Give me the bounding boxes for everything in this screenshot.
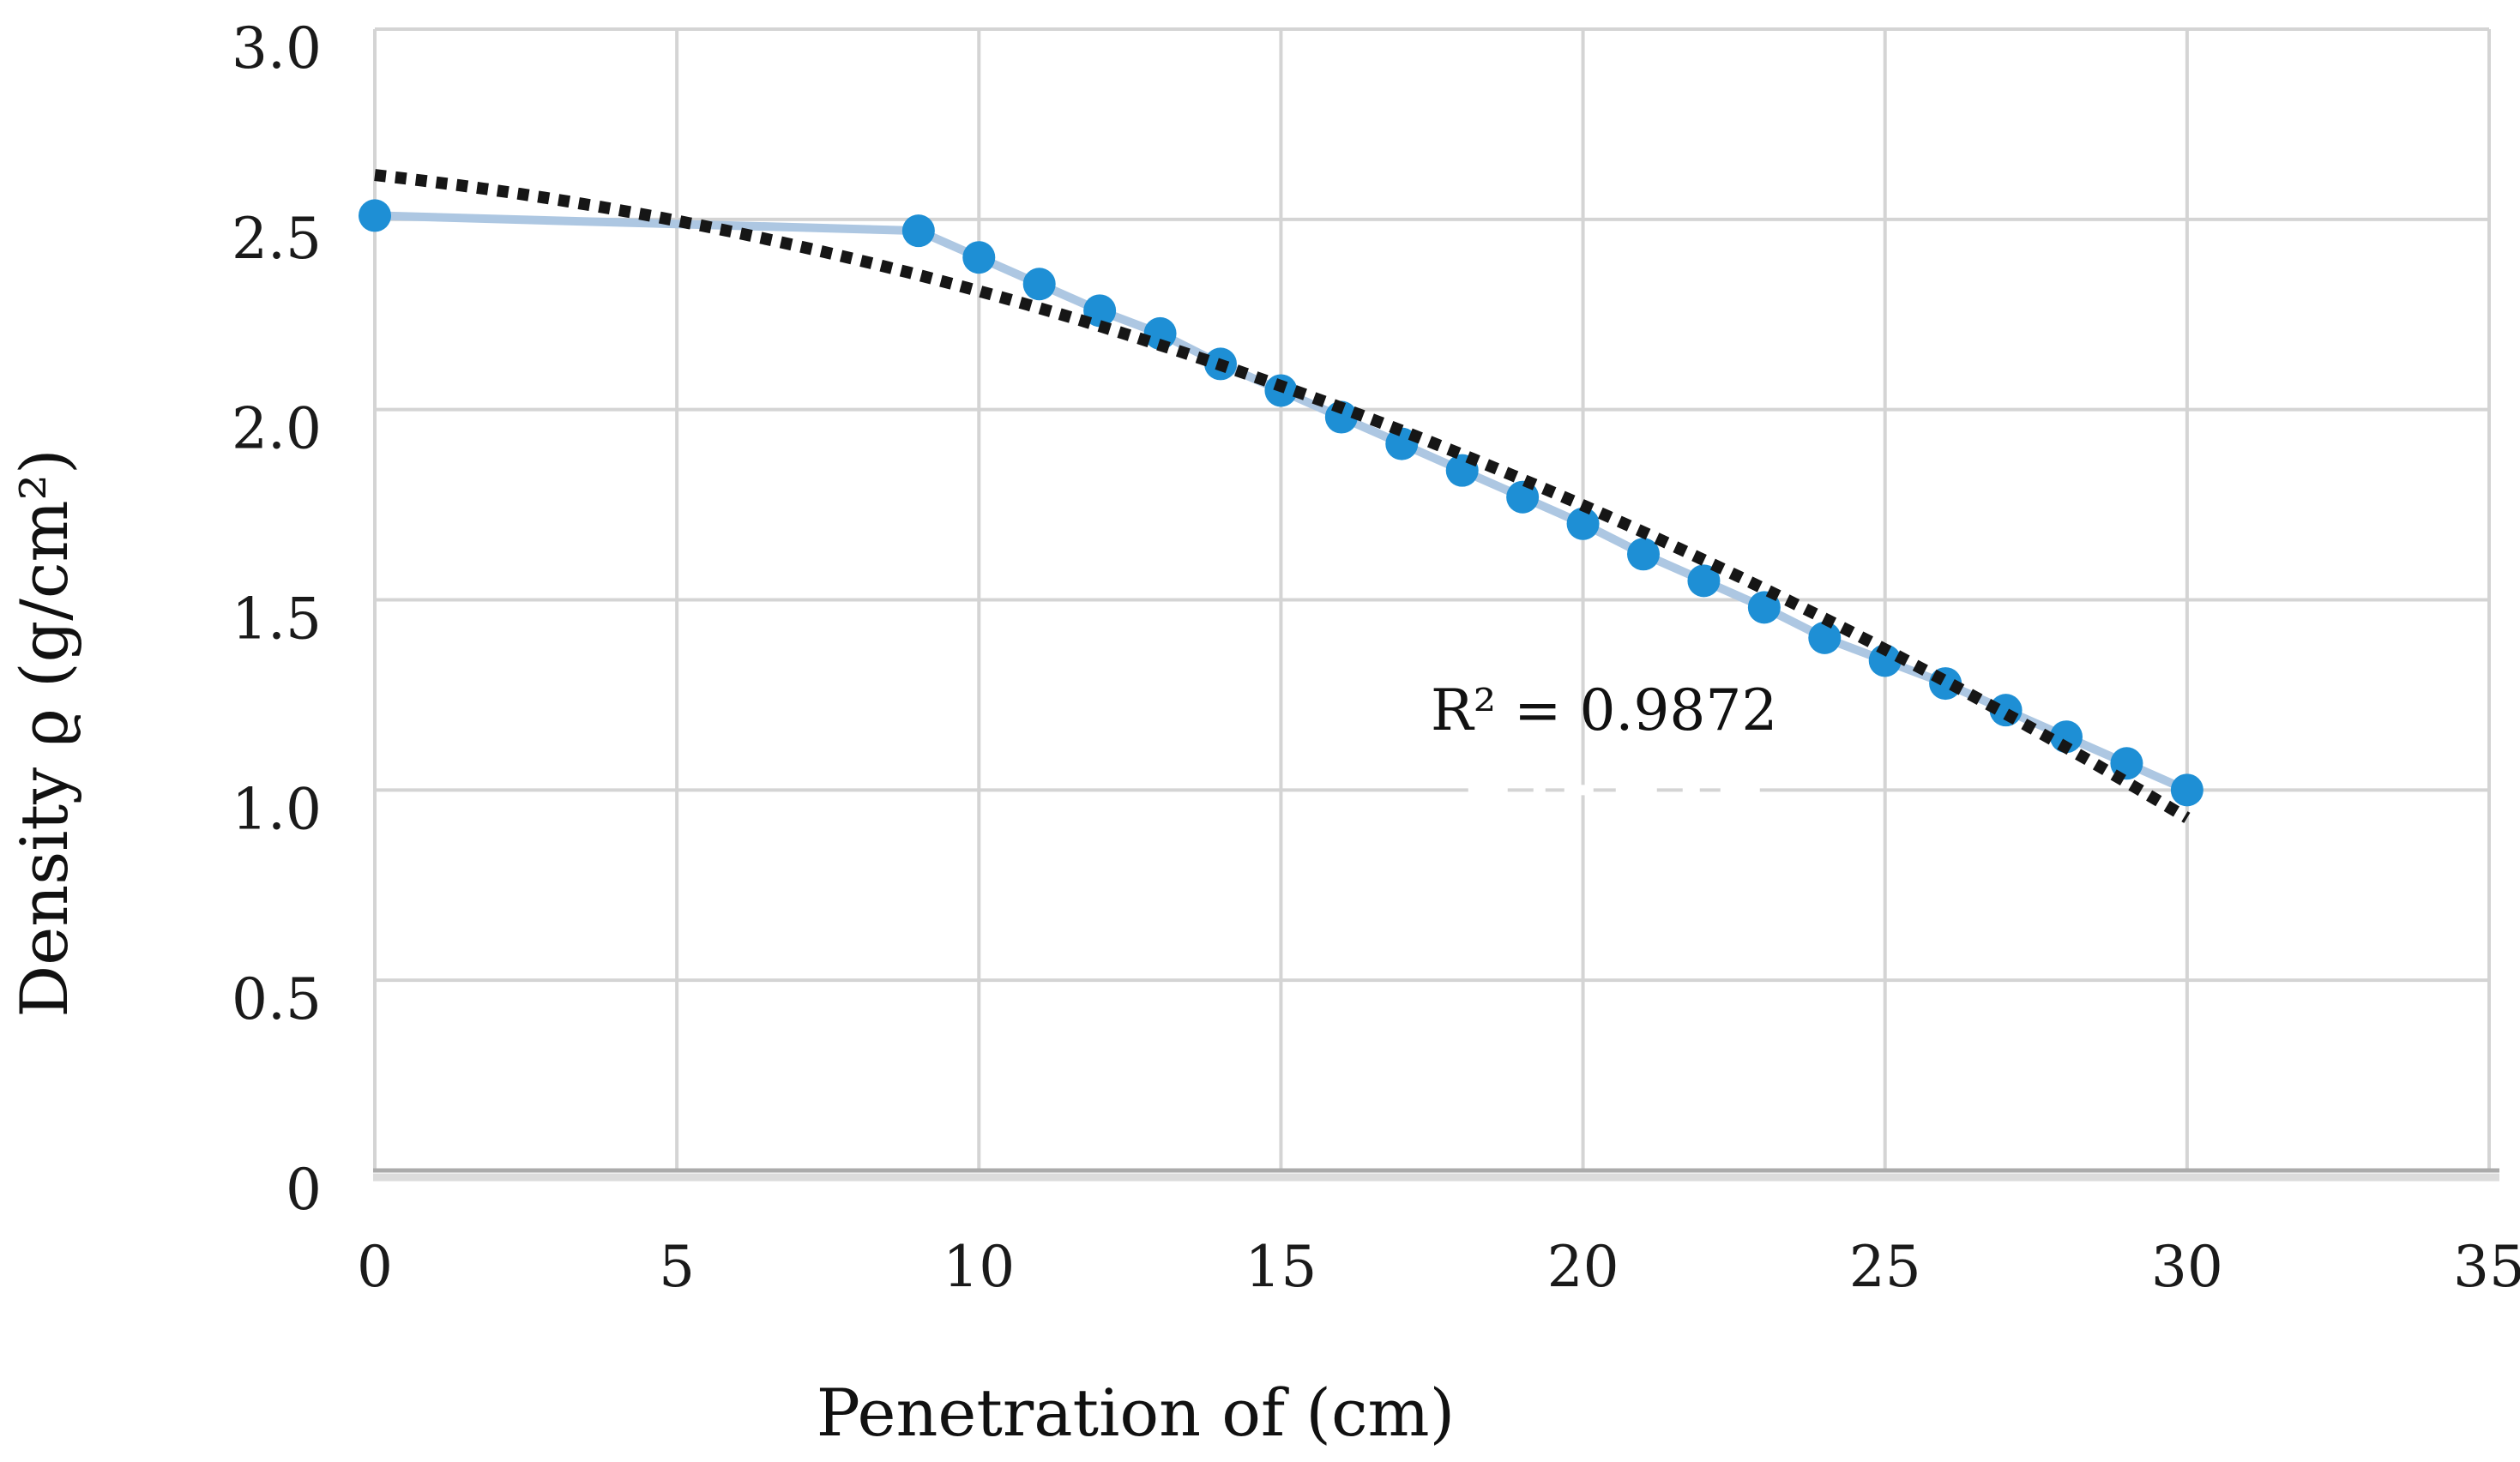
trendline-dotted [374, 169, 2191, 823]
data-point [1687, 564, 1721, 598]
x-axis-title: Penetration of (cm) [817, 1375, 1456, 1451]
x-tick-label: 20 [1547, 1234, 1619, 1300]
y-axis-title: Density ϱ (g/cm²) [6, 448, 82, 1017]
gridlines [373, 27, 2491, 1170]
x-tick-label: 25 [1849, 1234, 1921, 1300]
data-point [1083, 294, 1117, 328]
data-point [1022, 268, 1056, 301]
data-point [1808, 621, 1842, 654]
data-point [962, 241, 996, 274]
x-tick-label: 5 [659, 1234, 695, 1300]
y-tick-label: 3.0 [232, 15, 322, 81]
trendline-path [374, 169, 2191, 823]
data-markers [359, 199, 2203, 807]
x-tick-label: 30 [2151, 1234, 2223, 1300]
x-tick-label: 15 [1245, 1234, 1317, 1300]
data-point [2050, 720, 2083, 754]
y-tick-label: 1.5 [232, 587, 322, 653]
y-tick-label: 2.5 [232, 206, 322, 272]
data-point [901, 214, 935, 248]
x-tick-label: 10 [943, 1234, 1015, 1300]
data-point [359, 199, 391, 232]
y-tick-label: 1.0 [232, 776, 322, 842]
tick-labels: 0 5 10 15 20 25 30 35 3.0 2.5 2.0 1.5 1.0 0.5 0 [232, 15, 2520, 1300]
data-point [1566, 507, 1600, 540]
y-tick-label: 2.0 [232, 396, 322, 462]
data-point [1627, 538, 1660, 571]
axis-lines [373, 1168, 2499, 1182]
x-tick-label: 0 [357, 1234, 393, 1300]
x-tick-label: 35 [2453, 1234, 2520, 1300]
y-tick-label: 0.5 [232, 966, 322, 1032]
data-point [1868, 644, 1902, 677]
y-tick-label: 0 [286, 1157, 322, 1223]
r-squared-label: R² = 0.9872 [1431, 677, 1777, 743]
data-point [2170, 773, 2203, 807]
